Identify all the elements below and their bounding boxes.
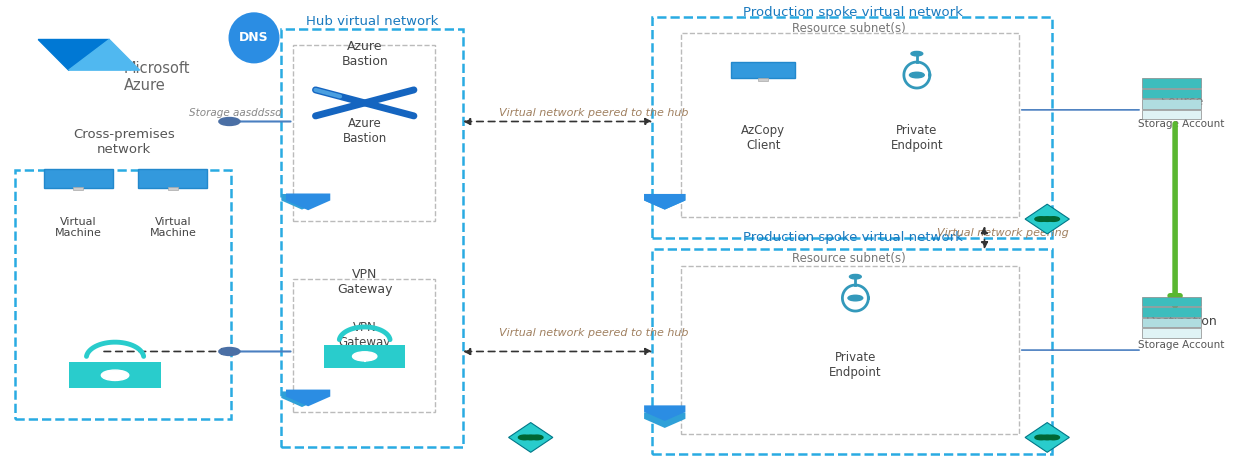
Bar [681, 33, 1018, 217]
Bar [759, 78, 768, 81]
Circle shape [530, 435, 543, 440]
Text: Private
Endpoint: Private Endpoint [890, 124, 943, 152]
Polygon shape [644, 405, 686, 421]
Text: Production spoke virtual network: Production spoke virtual network [743, 231, 963, 244]
Text: Virtual network peering: Virtual network peering [937, 228, 1069, 238]
Polygon shape [508, 423, 552, 452]
Polygon shape [286, 390, 330, 406]
Text: Destination: Destination [1146, 315, 1217, 328]
Circle shape [219, 348, 240, 356]
Bar [281, 28, 464, 447]
Circle shape [1047, 217, 1059, 221]
Bar [732, 62, 795, 78]
Bar [138, 169, 208, 187]
Bar [69, 362, 161, 388]
Text: Storage Account: Storage Account [1138, 119, 1225, 129]
Bar [1142, 89, 1201, 98]
Text: VPN
Gateway: VPN Gateway [339, 321, 391, 350]
Text: Virtual network peered to the hub: Virtual network peered to the hub [498, 108, 688, 117]
Text: Storage aasddssd: Storage aasddssd [189, 108, 282, 117]
Circle shape [352, 352, 377, 361]
Bar [16, 170, 231, 419]
Circle shape [849, 274, 861, 279]
Text: AzCopy
Client: AzCopy Client [742, 124, 785, 152]
Bar [1142, 318, 1201, 327]
Text: Resource subnet(s): Resource subnet(s) [792, 252, 906, 265]
Ellipse shape [229, 12, 279, 63]
Circle shape [219, 117, 240, 125]
Circle shape [101, 370, 129, 380]
Circle shape [911, 51, 923, 56]
Text: Virtual
Machine: Virtual Machine [150, 217, 197, 238]
Polygon shape [282, 194, 323, 210]
Circle shape [1047, 435, 1059, 440]
Bar [1142, 110, 1201, 119]
Circle shape [848, 295, 863, 301]
Bar [1142, 297, 1201, 306]
Text: Source: Source [1159, 95, 1203, 108]
Text: VPN
Gateway: VPN Gateway [337, 268, 393, 296]
Polygon shape [1025, 204, 1069, 234]
Text: Resource subnet(s): Resource subnet(s) [792, 22, 906, 35]
Polygon shape [644, 194, 686, 210]
Text: Azure
Bastion: Azure Bastion [342, 117, 387, 145]
Bar [1142, 99, 1201, 109]
Text: Virtual
Machine: Virtual Machine [54, 217, 101, 238]
Text: DNS: DNS [240, 31, 269, 44]
Text: Hub virtual network: Hub virtual network [305, 15, 439, 28]
Polygon shape [644, 412, 686, 428]
Bar [293, 280, 435, 412]
Text: Azure
Bastion: Azure Bastion [341, 40, 388, 68]
Polygon shape [69, 40, 140, 70]
Circle shape [518, 435, 530, 440]
Text: Storage Account: Storage Account [1138, 340, 1225, 350]
Bar [1142, 307, 1201, 316]
Polygon shape [38, 40, 109, 70]
Text: Production spoke virtual network: Production spoke virtual network [743, 6, 963, 19]
Bar [168, 187, 178, 190]
Circle shape [910, 72, 925, 78]
Bar [681, 267, 1018, 434]
Bar [43, 169, 112, 187]
Bar [73, 187, 83, 190]
Text: Private
Endpoint: Private Endpoint [829, 351, 881, 379]
Bar [653, 249, 1052, 454]
Circle shape [1041, 435, 1053, 440]
Circle shape [524, 435, 536, 440]
Text: Cross-premises
network: Cross-premises network [73, 129, 174, 157]
Bar [1142, 78, 1201, 88]
Bar [324, 345, 405, 368]
Bar [1142, 328, 1201, 337]
Polygon shape [644, 194, 686, 210]
Text: Virtual network peered to the hub: Virtual network peered to the hub [498, 328, 688, 338]
Bar [653, 17, 1052, 238]
Bar [293, 45, 435, 221]
Circle shape [1035, 217, 1047, 221]
Polygon shape [282, 391, 323, 407]
Circle shape [1035, 435, 1047, 440]
Polygon shape [1025, 423, 1069, 452]
Polygon shape [286, 193, 330, 210]
Text: Microsoft
Azure: Microsoft Azure [124, 61, 190, 94]
Circle shape [1041, 217, 1053, 221]
